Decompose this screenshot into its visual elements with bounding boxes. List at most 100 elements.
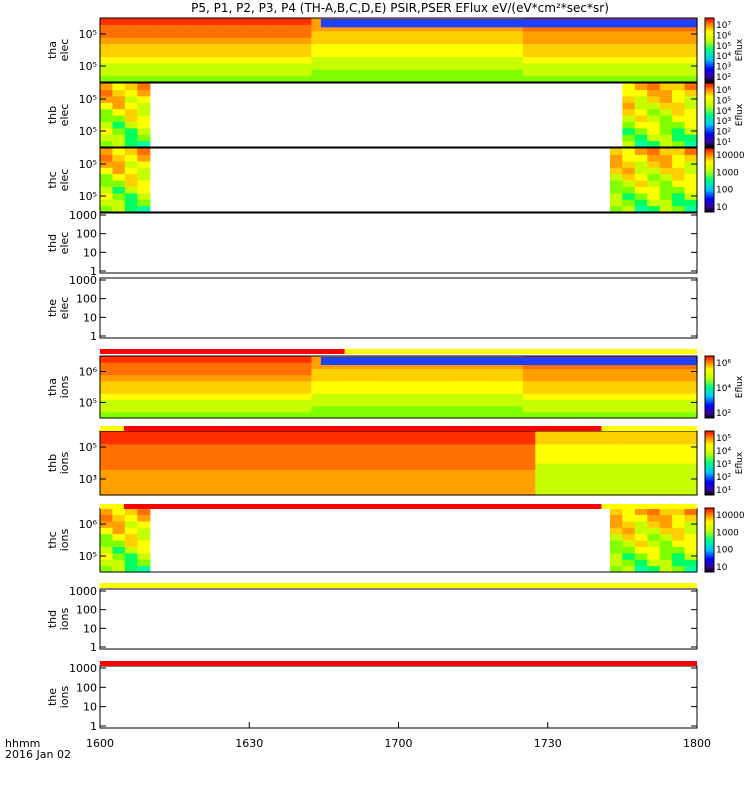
spectrogram-cell (609, 488, 623, 496)
spectrogram-cell (597, 405, 611, 413)
spectrogram-cell (448, 75, 462, 83)
spectrogram-cell (410, 437, 424, 445)
spectrogram-cell (187, 450, 201, 458)
spectrogram-cell (124, 43, 138, 51)
y-tick-label: 1 (90, 641, 97, 654)
spectrogram-cell (174, 356, 188, 363)
spectrogram-cell (622, 450, 636, 458)
spectrogram-cell (460, 437, 474, 445)
spectrogram-cell (224, 374, 238, 382)
colorbar-gradient (704, 17, 715, 83)
spectrogram-cell (261, 399, 275, 407)
spectrogram-cell (585, 37, 599, 45)
spectrogram-cell (609, 520, 623, 528)
spectrogram-cell (585, 30, 599, 38)
y-tick-label: 1000 (69, 209, 97, 222)
spectrogram-cell (423, 450, 437, 458)
spectrogram-cell (634, 199, 648, 207)
spectrogram-cell (398, 24, 412, 32)
colorbar-tick-label: 10⁵ (716, 434, 731, 444)
spectrogram-cell (609, 192, 623, 200)
colorbar-tick-label: 100 (716, 186, 733, 196)
spectrogram-cell (522, 387, 536, 394)
spectrogram-cell (522, 443, 536, 451)
spectrogram-cell (124, 37, 138, 45)
colorbar-gradient (704, 82, 715, 148)
spectrogram-cell (473, 393, 487, 400)
spectrogram-cell (211, 374, 225, 382)
spectrogram-cell (634, 95, 648, 103)
mode-bar (100, 504, 697, 509)
spectrogram-cell (299, 24, 313, 32)
spectrogram-cell (361, 405, 375, 413)
colorbar-tick-label: 10⁵ (716, 42, 731, 52)
panel-label-species: ions (58, 451, 71, 474)
spectrogram-cell (609, 431, 623, 438)
spectrogram-cell (137, 95, 151, 103)
spectrogram-cell (597, 30, 611, 38)
spectrogram-cell (162, 450, 176, 458)
spectrogram-cell (137, 437, 151, 445)
spectrogram-cell (373, 463, 387, 470)
spectrogram-cell (460, 75, 474, 83)
spectrogram-cell (647, 89, 661, 97)
spectrogram-cell (261, 393, 275, 400)
spectrogram-cell (647, 127, 661, 135)
spectrogram-cell (137, 43, 151, 51)
spectrogram-cell (473, 463, 487, 470)
spectrogram-cell (211, 362, 225, 369)
spectrogram-cell (149, 399, 163, 407)
spectrogram-cell (112, 62, 126, 70)
spectrogram-cell (137, 186, 151, 194)
spectrogram-cell (672, 362, 686, 369)
spectrogram-cell (361, 43, 375, 51)
spectrogram-cell (585, 431, 599, 438)
spectrogram-cell (609, 374, 623, 382)
spectrogram-cell (187, 43, 201, 51)
spectrogram-cell (124, 108, 138, 116)
spectrogram-cell (585, 380, 599, 388)
spectrogram-cell (647, 508, 661, 515)
spectrogram-cell (286, 356, 300, 363)
spectrogram-cell (684, 37, 698, 45)
spectrogram-cell (299, 56, 313, 64)
spectrogram-cell (174, 405, 188, 413)
colorbar-tick-label: 10⁶ (716, 31, 731, 41)
spectrogram-cell (373, 43, 387, 51)
spectrogram-cell (659, 75, 673, 83)
spectrogram-cell (249, 50, 263, 57)
spectrogram-cell (149, 393, 163, 400)
spectrogram-cell (410, 482, 424, 490)
spectrogram-cell (236, 368, 250, 376)
spectrogram-cell (124, 546, 138, 554)
spectrogram-cell (634, 173, 648, 181)
x-axis-date-label: 2016 Jan 02 (5, 748, 71, 761)
spectrogram-cell (522, 75, 536, 83)
spectrogram-cell (100, 488, 114, 496)
spectrogram-cell (547, 69, 561, 77)
spectrogram-cell (535, 475, 549, 483)
spectrogram-cell (672, 437, 686, 445)
spectrogram-cell (684, 380, 698, 388)
spectrogram-cell (236, 24, 250, 32)
spectrogram-cell (622, 62, 636, 70)
spectrogram-cell (286, 62, 300, 70)
spectrogram-cell (299, 30, 313, 38)
spectrogram-cell (112, 95, 126, 103)
spectrogram-cell (684, 514, 698, 522)
spectrogram-cell (597, 393, 611, 400)
spectrogram-cell (547, 368, 561, 376)
spectrogram-cell (311, 380, 325, 388)
spectrogram-cell (647, 75, 661, 83)
spectrogram-cell (647, 368, 661, 376)
spectrogram-cell (274, 488, 288, 496)
spectrogram-cell (448, 30, 462, 38)
spectrogram-cell (174, 374, 188, 382)
spectrogram-cell (261, 456, 275, 464)
spectrogram-cell (274, 482, 288, 490)
spectrogram-cell (348, 50, 362, 57)
spectrogram-cell (112, 180, 126, 187)
spectrogram-cell (149, 356, 163, 363)
spectrogram-cell (323, 482, 337, 490)
